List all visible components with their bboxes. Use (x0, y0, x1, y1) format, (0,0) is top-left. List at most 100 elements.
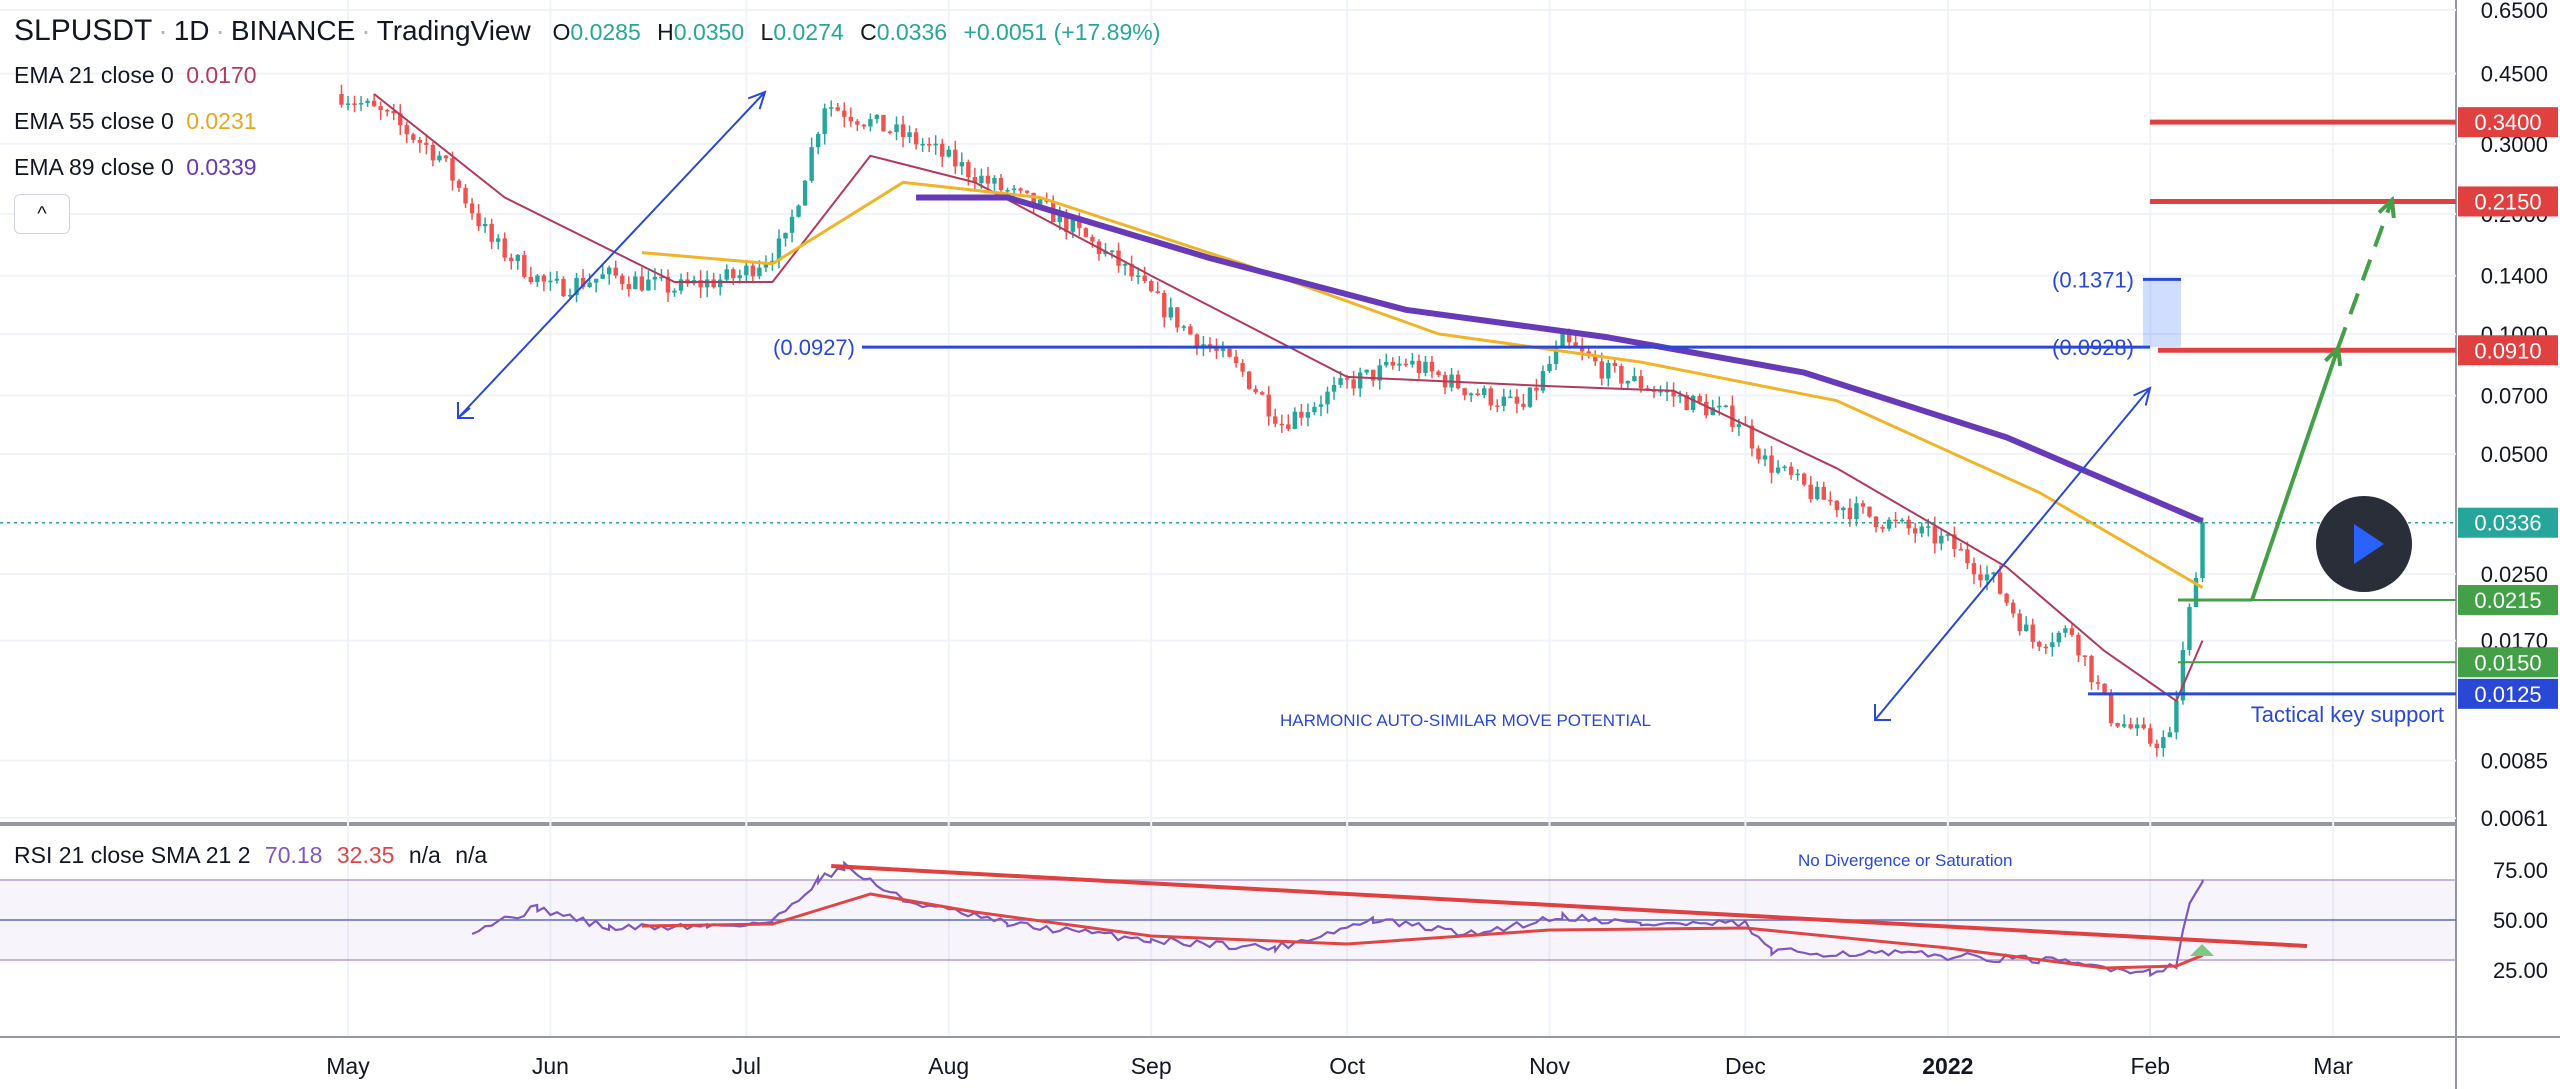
candle-body (1593, 356, 1598, 362)
candle-body (2069, 628, 2075, 635)
candle-body (1736, 424, 1742, 427)
price-label-bg (2458, 647, 2558, 678)
candle-body (528, 276, 534, 283)
candle-body (2010, 602, 2016, 614)
legend-ema21[interactable]: EMA 21 close 0 0.0170 (14, 62, 263, 89)
candle-body (1475, 393, 1480, 396)
legend-ema89[interactable]: EMA 89 close 0 0.0339 (14, 154, 263, 181)
candle-body (1318, 404, 1324, 407)
play-button[interactable] (2316, 496, 2412, 592)
candle-body (2004, 593, 2009, 603)
candle-body (2017, 613, 2022, 632)
candle-body (1984, 574, 1990, 581)
ema21-label: EMA 21 close 0 (14, 62, 174, 88)
candle-body (1462, 388, 1467, 396)
candle-body (646, 279, 651, 291)
candle-body (535, 275, 540, 283)
candle-body (933, 143, 938, 146)
candle-body (502, 238, 507, 258)
candle-body (2161, 737, 2166, 749)
candle-body (2043, 646, 2048, 649)
candle-body (548, 280, 553, 283)
legend-ema55[interactable]: EMA 55 close 0 0.0231 (14, 108, 263, 135)
candle-body (1227, 348, 1232, 357)
candle-body (1501, 396, 1507, 407)
candle-body (737, 275, 742, 279)
candle-body (580, 277, 586, 287)
price-label-text: 0.0125 (2474, 682, 2541, 707)
support-note: Tactical key support (2251, 702, 2444, 727)
candle-body (2030, 624, 2035, 642)
candle-body (998, 177, 1004, 191)
candle-body (1730, 405, 1735, 427)
candle-body (1547, 364, 1552, 372)
collapse-legend-button[interactable]: ^ (14, 194, 70, 234)
candle-body (391, 110, 396, 114)
candle-body (2050, 642, 2055, 648)
candle-body (378, 106, 383, 111)
x-tick-label: Feb (2130, 1053, 2170, 1079)
candle-body (1971, 563, 1977, 575)
rsi-sma-line (641, 892, 2204, 970)
candle-body (1821, 486, 1826, 500)
candle-body (1155, 291, 1160, 293)
candle-body (1560, 333, 1565, 348)
interval[interactable]: 1D (173, 15, 210, 46)
candle-body (1769, 455, 1774, 473)
rsi-legend[interactable]: RSI 21 close SMA 21 2 70.18 32.35 n/a n/… (14, 842, 487, 869)
candle-body (992, 177, 997, 184)
x-tick-label: 2022 (1922, 1053, 1973, 1079)
y-tick-label: 0.4500 (2481, 62, 2548, 87)
candle-body (1175, 307, 1180, 328)
candle-body (1952, 534, 1957, 550)
candle-body (776, 238, 782, 261)
candle-body (437, 155, 442, 161)
candle-body (842, 110, 847, 117)
candle-body (1690, 395, 1696, 410)
y-tick-label: 0.6500 (2481, 0, 2548, 23)
candle-body (613, 267, 618, 276)
candle-body (1260, 392, 1265, 395)
symbol-header: SLPUSDT · 1D · BINANCE · TradingView O0.0285 H… (14, 14, 1161, 47)
candle-body (887, 131, 893, 133)
candle-body (2108, 692, 2114, 724)
candle-body (2200, 522, 2205, 578)
candle-body (1527, 387, 1533, 407)
candle-body (946, 149, 951, 157)
candle-body (345, 103, 351, 105)
rsi-y-tick: 50.00 (2493, 908, 2548, 933)
candle-body (2128, 724, 2133, 729)
rsi-na1: n/a (408, 842, 441, 868)
candle-body (1704, 401, 1709, 416)
candle-body (443, 155, 449, 159)
candle-body (1403, 363, 1409, 366)
price-label: 0.0150 (2458, 647, 2558, 678)
rsi-y-tick: 75.00 (2493, 858, 2548, 883)
candle-body (1168, 307, 1173, 318)
candle-body (802, 180, 808, 206)
candle-body (861, 124, 867, 127)
candle-body (541, 275, 547, 282)
candle-body (1847, 507, 1853, 520)
candle-body (1886, 519, 1892, 529)
price-pane: (0.0927) (0.0928) (0.1371) HARMONIC AUTO-SI… (0, 84, 2456, 757)
price-label-bg (2458, 335, 2558, 366)
candle-body (1717, 405, 1722, 408)
up-move-arrow-2-shaft (1874, 387, 2151, 721)
candle-body (1005, 190, 1010, 192)
candle-body (881, 114, 886, 132)
candle-body (1423, 361, 1428, 373)
y-tick-label: 0.0061 (2481, 806, 2548, 831)
candle-body (2037, 641, 2042, 647)
candle-body (1142, 275, 1147, 282)
symbol-name[interactable]: SLPUSDT (14, 14, 153, 47)
candle-body (1932, 526, 1937, 544)
candle-body (1579, 347, 1585, 352)
candle-body (1246, 371, 1252, 389)
candle-body (456, 180, 462, 188)
candle-body (1148, 281, 1154, 292)
chevron-up-icon: ^ (37, 203, 47, 225)
candle-body (482, 223, 488, 227)
candle-body (1841, 507, 1846, 511)
